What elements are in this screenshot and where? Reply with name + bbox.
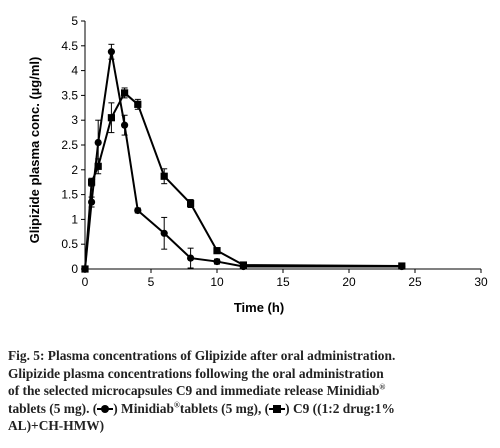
series-2 bbox=[81, 87, 406, 273]
y-axis-title: Glipizide plasma conc. (µg/ml) bbox=[27, 57, 42, 244]
data-point-square bbox=[398, 262, 406, 270]
data-point-circle bbox=[213, 257, 221, 266]
y-tick-label: 1.5 bbox=[61, 188, 78, 202]
data-point-square bbox=[134, 100, 142, 108]
legend-circle-marker-icon bbox=[97, 405, 114, 414]
legend-square-marker-icon bbox=[269, 405, 286, 414]
y-tick-label: 5 bbox=[71, 14, 78, 28]
x-tick-label: 5 bbox=[148, 275, 155, 289]
data-point-square bbox=[213, 247, 221, 255]
x-axis-title: Time (h) bbox=[234, 300, 284, 315]
caption-line-4: tablets (5 mg). ( ) Minidiab®tablets (5 m… bbox=[8, 400, 496, 418]
data-point-circle bbox=[121, 121, 129, 129]
data-point-circle bbox=[187, 254, 195, 262]
y-axis-ticks: 0 0.5 1 1.5 2 2.5 3 3.5 4 4.5 5 bbox=[61, 14, 85, 276]
registered-mark: ® bbox=[379, 382, 386, 392]
y-tick-label: 4.5 bbox=[61, 39, 78, 53]
data-point-square bbox=[121, 89, 129, 97]
x-tick-label: 25 bbox=[408, 275, 422, 289]
data-point-circle bbox=[94, 138, 102, 147]
data-point-circle bbox=[107, 48, 115, 56]
x-tick-label: 30 bbox=[474, 275, 488, 289]
caption-line-4-a: tablets (5 mg). ( bbox=[8, 400, 98, 416]
x-tick-label: 15 bbox=[276, 275, 290, 289]
x-tick-label: 20 bbox=[342, 275, 356, 289]
registered-mark-2: ® bbox=[173, 400, 180, 410]
y-tick-label: 0.5 bbox=[61, 237, 78, 251]
x-tick-label: 0 bbox=[82, 275, 89, 289]
y-tick-label: 3.5 bbox=[61, 88, 78, 102]
data-point-circle bbox=[160, 229, 168, 237]
series-1 bbox=[81, 43, 406, 273]
data-point-circle bbox=[134, 206, 142, 215]
y-tick-label: 4 bbox=[71, 64, 78, 78]
caption-line-3-text: of the selected microcapsules C9 and imm… bbox=[8, 383, 380, 398]
caption-line-4-b: ) Minidiab bbox=[113, 400, 174, 416]
figure-caption: Fig. 5: Plasma concentrations of Glipizi… bbox=[8, 347, 496, 435]
data-point-square bbox=[187, 199, 195, 208]
y-tick-label: 1 bbox=[71, 212, 78, 226]
x-axis-ticks: 0 5 10 15 20 25 30 bbox=[82, 269, 488, 289]
caption-line-2: Glipizide plasma concentrations followin… bbox=[8, 365, 384, 381]
x-tick-label: 10 bbox=[210, 275, 224, 289]
caption-line-1: Fig. 5: Plasma concentrations of Glipizi… bbox=[8, 348, 396, 363]
plasma-concentration-chart: 0 0.5 1 1.5 2 2.5 3 3.5 4 4.5 5 0 5 10 15 20 25 30 Glipi… bbox=[27, 14, 488, 315]
data-point-square bbox=[88, 178, 96, 186]
caption-line-5: AL)+CH-HMW) bbox=[8, 418, 105, 433]
y-tick-label: 2 bbox=[71, 163, 78, 177]
data-point-square bbox=[107, 114, 115, 122]
series-1-line bbox=[84, 51, 402, 270]
data-point-square bbox=[239, 261, 247, 269]
y-tick-label: 0 bbox=[71, 262, 78, 276]
data-point-square bbox=[94, 162, 102, 170]
data-point-square bbox=[160, 172, 168, 180]
series-layer bbox=[81, 43, 406, 273]
caption-line-4-d: ) C9 ((1:2 drug:1% bbox=[285, 400, 395, 416]
y-tick-label: 2.5 bbox=[61, 138, 78, 152]
caption-line-4-c: tablets (5 mg), ( bbox=[179, 400, 270, 416]
y-tick-label: 3 bbox=[71, 113, 78, 127]
data-point-square bbox=[81, 265, 89, 273]
caption-line-3: of the selected microcapsules C9 and imm… bbox=[8, 382, 496, 400]
